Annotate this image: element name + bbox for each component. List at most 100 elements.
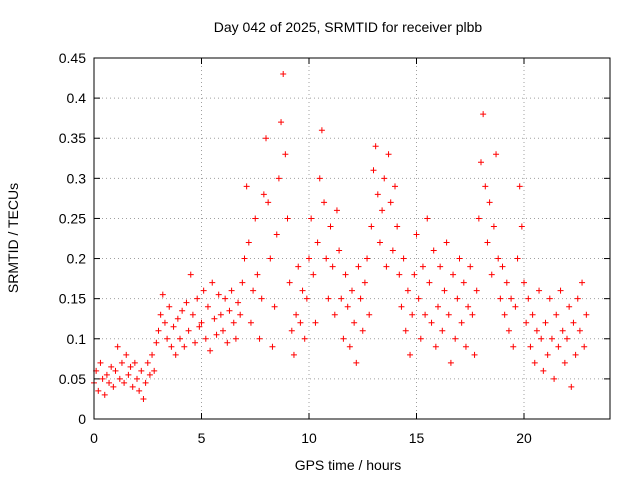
data-point (125, 371, 132, 378)
data-point (323, 255, 330, 262)
x-tick-label: 5 (198, 430, 206, 446)
data-point (572, 351, 579, 358)
data-point (336, 247, 343, 254)
data-point (235, 299, 242, 306)
data-point (383, 263, 390, 270)
data-point (170, 323, 177, 330)
data-point (142, 379, 149, 386)
data-point (355, 263, 362, 270)
data-point (404, 287, 411, 294)
data-point (482, 183, 489, 190)
y-tick-label: 0.15 (59, 291, 86, 307)
data-point (331, 311, 338, 318)
data-point (183, 299, 190, 306)
data-point (204, 303, 211, 310)
data-point (531, 359, 538, 366)
data-point (583, 311, 590, 318)
data-point (514, 255, 521, 262)
data-point (505, 327, 512, 334)
y-tick-label: 0.05 (59, 371, 86, 387)
data-point (361, 279, 368, 286)
data-point (518, 223, 525, 230)
data-point (250, 287, 257, 294)
data-point (450, 271, 457, 278)
axis-ticks: 0 0.05 0.1 0.15 0.2 0.25 0.3 0.35 0.4 0.45 0 5 10 15 2… (59, 50, 610, 446)
data-point (149, 351, 156, 358)
data-point (198, 319, 205, 326)
data-point (157, 311, 164, 318)
data-point (174, 315, 181, 322)
data-point (581, 343, 588, 350)
data-point (536, 287, 543, 294)
data-point (316, 175, 323, 182)
data-point (318, 127, 325, 134)
data-point (553, 311, 560, 318)
x-axis-label: GPS time / hours (295, 457, 402, 473)
data-point (265, 199, 272, 206)
data-point (220, 327, 226, 334)
data-point (488, 271, 495, 278)
data-point (260, 191, 267, 198)
data-point (342, 271, 349, 278)
data-point (576, 327, 583, 334)
data-point (407, 351, 414, 358)
data-point (241, 255, 248, 262)
plot-frame (93, 57, 611, 420)
data-point (452, 335, 459, 342)
data-point (263, 135, 269, 142)
data-point (525, 295, 532, 302)
chart-title: Day 042 of 2025, SRMTID for receiver plb… (214, 19, 483, 35)
data-point (564, 335, 570, 342)
data-point (555, 343, 562, 350)
data-point (207, 347, 214, 354)
data-point (559, 327, 566, 334)
data-point (213, 331, 220, 338)
data-point (394, 223, 401, 230)
data-point (138, 367, 145, 374)
data-point (168, 343, 175, 350)
data-point (327, 223, 334, 230)
data-point (516, 183, 523, 190)
data-point (501, 311, 508, 318)
data-point (542, 319, 549, 326)
data-point (161, 319, 168, 326)
data-point (209, 279, 216, 286)
data-point (136, 387, 143, 394)
data-point (353, 359, 360, 366)
data-point (387, 199, 394, 206)
data-point (200, 287, 207, 294)
data-point (288, 327, 295, 334)
data-point (533, 327, 540, 334)
data-point (396, 271, 403, 278)
data-point (290, 351, 297, 358)
data-point (490, 223, 497, 230)
data-point (435, 303, 441, 310)
data-point (495, 255, 502, 262)
y-tick-label: 0.25 (59, 210, 86, 226)
data-point (579, 279, 586, 286)
data-point (471, 351, 478, 358)
data-point (503, 279, 510, 286)
data-point (258, 295, 265, 302)
data-point (521, 279, 527, 286)
data-point (134, 375, 140, 382)
data-point (224, 339, 231, 346)
data-point (512, 303, 519, 310)
data-point (192, 339, 199, 346)
data-point (297, 319, 304, 326)
data-point (325, 295, 332, 302)
data-point (284, 215, 291, 222)
data-point (411, 271, 418, 278)
data-point (568, 383, 575, 390)
data-point (385, 151, 392, 158)
data-point (379, 207, 386, 214)
data-point (417, 335, 424, 342)
data-point (422, 311, 429, 318)
data-points (91, 71, 590, 402)
data-point (252, 215, 259, 222)
data-point (349, 287, 355, 294)
data-point (374, 191, 381, 198)
data-point (462, 343, 469, 350)
data-point (269, 343, 276, 350)
